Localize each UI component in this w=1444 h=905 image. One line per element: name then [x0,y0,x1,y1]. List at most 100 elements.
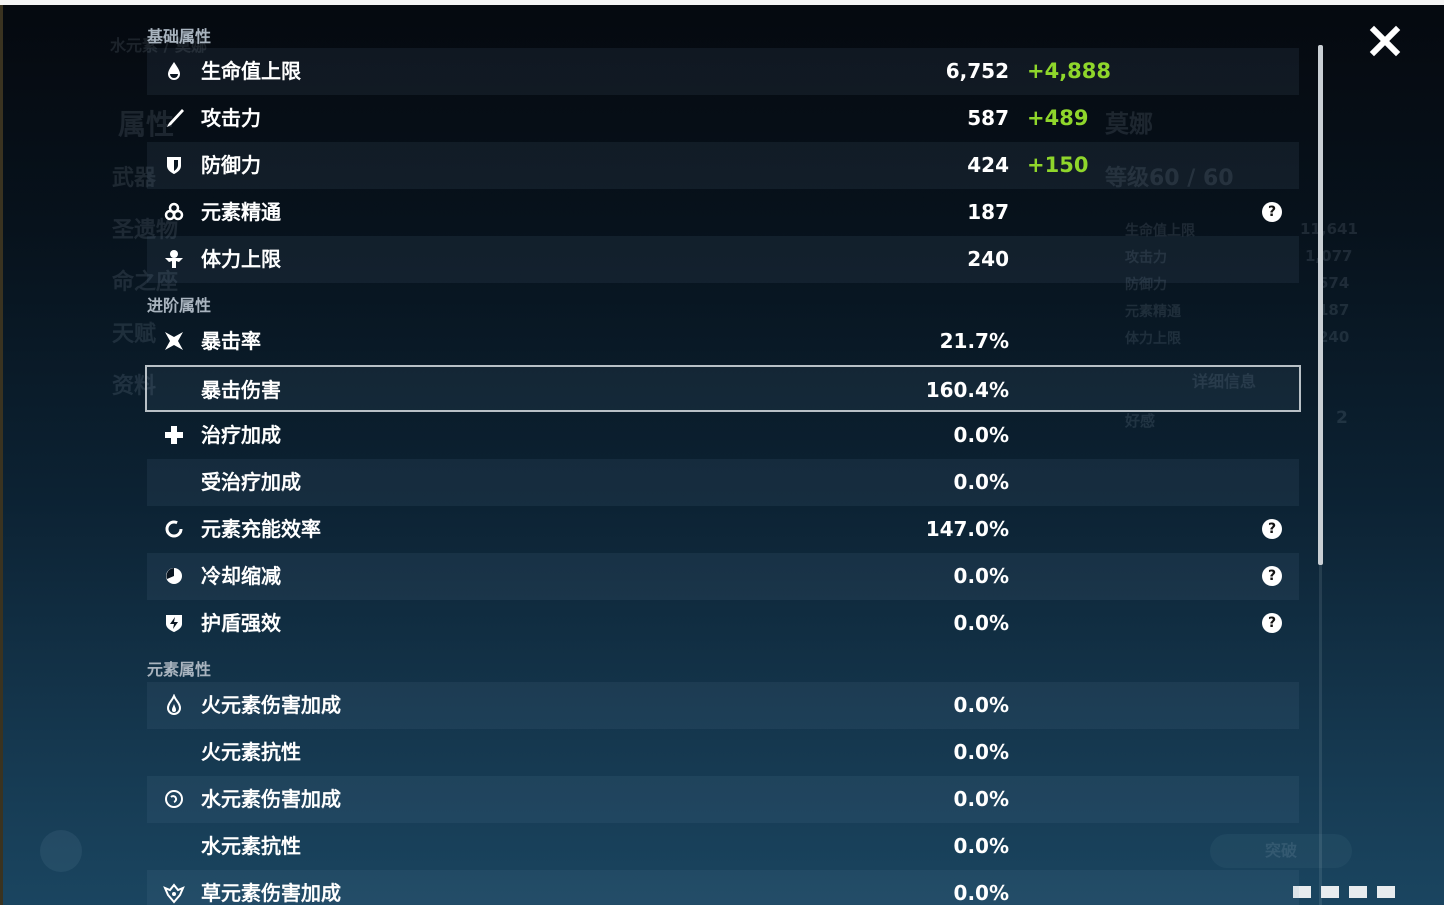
stat-label: 暴击率 [201,329,261,353]
bg-details-button[interactable]: 详细信息 [1192,372,1257,391]
stat-label: 治疗加成 [201,423,281,447]
hydro-icon [163,788,185,810]
bg-stat-value: 1,077 [1305,247,1353,265]
stat-row[interactable]: 水元素抗性 0.0% [147,823,1299,870]
stat-value: 0.0% [953,693,1009,717]
stat-value: 0.0% [953,787,1009,811]
stat-row[interactable]: 元素充能效率 147.0%? [147,506,1299,553]
stat-value: 0.0% [953,423,1009,447]
close-icon [1369,25,1401,57]
pixelated-watermark [1293,886,1403,898]
stat-value: 187 [967,200,1009,224]
bg-nav-item[interactable]: 圣遗物 [112,218,179,243]
bg-stat-label: 体力上限 [1125,331,1181,347]
bg-stat-value: 574 [1318,274,1350,292]
bg-stat-value: 187 [1318,301,1350,319]
bg-menu-grid-icon[interactable] [40,830,82,872]
bg-friendship-label: 好感 [1125,412,1156,430]
bg-nav-item[interactable]: 属性 [118,108,175,141]
stat-row[interactable]: 暴击伤害 160.4% [145,365,1301,412]
healing-cross-icon [163,424,185,446]
stat-value: 240 [967,247,1009,271]
stat-row[interactable]: 护盾强效 0.0%? [147,600,1299,647]
stat-row[interactable]: 水元素伤害加成 0.0% [147,776,1299,823]
stat-row[interactable]: 火元素抗性 0.0% [147,729,1299,776]
stat-value: 0.0% [953,740,1009,764]
stat-bonus: +150 [1027,153,1089,177]
stat-label: 元素充能效率 [201,517,321,541]
bg-stat-label: 元素精通 [1125,304,1181,320]
bg-stat-label: 攻击力 [1125,250,1167,266]
close-button[interactable] [1368,24,1402,58]
stat-value: 424 [967,153,1009,177]
bg-stat-label: 防御力 [1125,277,1167,293]
help-icon[interactable]: ? [1262,566,1282,586]
stat-value: 147.0% [925,517,1009,541]
stat-label: 火元素伤害加成 [201,693,341,717]
stat-row[interactable]: 冷却缩减 0.0%? [147,553,1299,600]
stat-value: 587 [967,106,1009,130]
scrollbar-thumb[interactable] [1318,45,1323,565]
stat-row[interactable]: 暴击率 21.7% [147,318,1299,365]
stat-row[interactable]: 元素精通 187? [147,189,1299,236]
stat-value: 160.4% [925,378,1009,402]
bg-character-name: 莫娜 [1105,110,1153,138]
stat-value: 0.0% [953,470,1009,494]
bg-nav-item[interactable]: 武器 [112,166,157,191]
bg-nav-item[interactable]: 命之座 [112,270,179,295]
section-title-elemental: 元素属性 [147,660,212,679]
stat-row[interactable]: 防御力 424 +150 [147,142,1299,189]
help-icon[interactable]: ? [1262,519,1282,539]
top-strip [0,0,1444,5]
section-title-advanced: 进阶属性 [147,296,212,315]
stamina-icon [163,248,185,270]
stat-label: 护盾强效 [201,611,281,635]
stat-label: 火元素抗性 [201,740,301,764]
dendro-icon [163,882,185,904]
hp-drop-icon [163,60,185,82]
stat-value: 0.0% [953,611,1009,635]
bg-friendship-value: 2 [1336,408,1348,428]
stat-value: 0.0% [953,834,1009,858]
help-icon[interactable]: ? [1262,202,1282,222]
stat-label: 水元素抗性 [201,834,301,858]
stat-bonus: +4,888 [1027,59,1112,83]
bg-stat-value: 240 [1318,328,1350,346]
shield-icon [163,154,185,176]
stat-row[interactable]: 治疗加成 0.0% [147,412,1299,459]
bg-nav-item[interactable]: 天赋 [112,322,157,347]
stat-row[interactable]: 受治疗加成 0.0% [147,459,1299,506]
shield-strength-icon [163,612,185,634]
window-edge [0,5,3,905]
sword-icon [163,107,185,129]
energy-recharge-icon [163,518,185,540]
stat-value: 21.7% [939,329,1009,353]
stat-value: 6,752 [945,59,1009,83]
stat-label: 防御力 [201,153,261,177]
stat-label: 暴击伤害 [201,378,281,402]
stat-bonus: +489 [1027,106,1089,130]
stat-row[interactable]: 草元素伤害加成 0.0% [147,870,1299,905]
stat-row[interactable]: 体力上限 240 [147,236,1299,283]
stat-label: 攻击力 [201,106,261,130]
help-icon[interactable]: ? [1262,613,1282,633]
stat-label: 元素精通 [201,200,281,224]
bg-stat-value: 11,641 [1300,220,1358,238]
stat-row[interactable]: 攻击力 587 +489 [147,95,1299,142]
section-title-base: 基础属性 [147,27,212,46]
stat-value: 0.0% [953,881,1009,905]
stat-label: 受治疗加成 [201,470,301,494]
cooldown-icon [163,565,185,587]
stat-label: 生命值上限 [201,59,301,83]
stat-value: 0.0% [953,564,1009,588]
crit-rate-icon [163,330,185,352]
bg-element-name: 水元素 / 莫娜 [110,36,207,55]
bg-ascend-button[interactable]: 突破 [1210,834,1352,868]
stat-row[interactable]: 生命值上限 6,752 +4,888 [147,48,1299,95]
stat-label: 水元素伤害加成 [201,787,341,811]
bg-nav-item[interactable]: 资料 [112,374,157,399]
bg-stat-label: 生命值上限 [1125,223,1195,239]
stat-row[interactable]: 火元素伤害加成 0.0% [147,682,1299,729]
stat-label: 体力上限 [201,247,281,271]
elemental-mastery-icon [163,201,185,223]
